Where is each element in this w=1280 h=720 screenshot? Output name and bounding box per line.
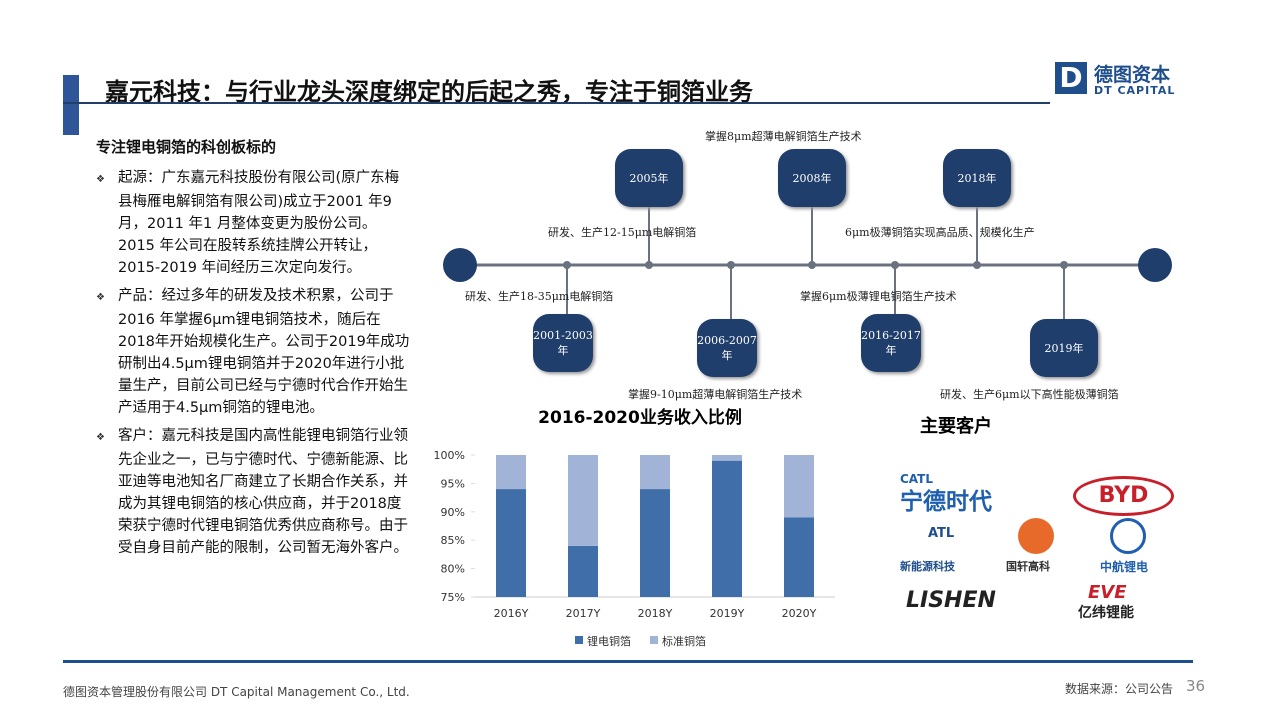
logo-mark: D	[1055, 62, 1087, 94]
y-tick-label: 75%	[441, 591, 465, 604]
timeline-node: 2008年	[778, 149, 846, 207]
footer-source: 数据来源：公司公告	[1065, 682, 1174, 696]
revenue-chart: 2016-2020业务收入比例 75% 80% 85% 90% 95% 100% 2016Y 2…	[434, 407, 835, 648]
logo-text: BYD	[1073, 476, 1174, 516]
page-number: 36	[1186, 677, 1206, 695]
bar-segment	[640, 489, 670, 597]
customers-title: 主要客户	[920, 416, 992, 437]
x-tick-label: 2017Y	[566, 607, 601, 620]
timeline-text: 6μm极薄铜箔实现高品质、规模化生产	[845, 226, 1035, 239]
timeline-node: 2018年	[943, 149, 1011, 207]
bar-segment	[496, 489, 526, 597]
y-tick-label: 95%	[441, 477, 465, 490]
logo-text: LISHEN	[906, 588, 996, 613]
timeline-text: 掌握8μm超薄电解铜箔生产技术	[705, 130, 862, 143]
logo-text: EVE	[1088, 582, 1127, 603]
logo-text: 中航锂电	[1100, 560, 1149, 574]
x-tick-label: 2020Y	[782, 607, 817, 620]
timeline-text: 掌握9-10μm超薄电解铜箔生产技术	[628, 388, 803, 401]
timeline-text: 研发、生产6μm以下高性能极薄铜箔	[940, 388, 1119, 401]
legend-swatch	[650, 636, 658, 644]
customer-logos: CATL 宁德时代 BYD ATL 新能源科技 国轩高科 中航锂电 LISHEN…	[888, 458, 1190, 623]
logo-text: 国轩高科	[1006, 560, 1050, 573]
logo-text: CATL	[900, 472, 933, 486]
logo-text: ATL	[928, 526, 955, 541]
logo-shape	[1110, 518, 1146, 554]
bar-segment	[784, 455, 814, 518]
bar-segment	[784, 517, 814, 597]
logo-text: 亿纬锂能	[1078, 605, 1134, 621]
bar-segment	[496, 455, 526, 490]
bullet: 起源：广东嘉元科技股份有限公司(原广东梅县梅雁电解铜箔有限公司)成立于2001 …	[96, 167, 412, 279]
legend-label: 标准铜箔	[662, 634, 706, 648]
bar-segment	[568, 545, 598, 597]
footer-rule	[63, 660, 1193, 663]
y-tick-label: 85%	[441, 534, 465, 547]
bar-segment	[640, 455, 670, 490]
timeline-node: 2006-2007年	[697, 319, 757, 377]
timeline-node: 2005年	[615, 149, 683, 207]
logo-text: 新能源科技	[900, 560, 955, 573]
footer-company: 德图资本管理股份有限公司 DT Capital Management Co., …	[63, 685, 410, 699]
y-tick-label: 100%	[434, 449, 465, 462]
timeline-text: 研发、生产18-35μm电解铜箔	[465, 290, 614, 303]
logo-cn: 德图资本	[1094, 64, 1171, 86]
bullet: 产品：经过多年的研发及技术积累，公司于2016 年掌握6μm锂电铜箔技术，随后在…	[96, 285, 412, 419]
slide-title: 嘉元科技：与行业龙头深度绑定的后起之秀，专注于铜箔业务	[105, 78, 753, 106]
title-rule	[63, 102, 1050, 104]
timeline-graphics	[443, 205, 1172, 320]
bullet: 客户：嘉元科技是国内高性能锂电铜箔行业领先企业之一，已与宁德时代、宁德新能源、比…	[96, 425, 412, 559]
timeline-node: 2019年	[1030, 319, 1098, 377]
timeline-text: 掌握6μm极薄锂电铜箔生产技术	[800, 290, 957, 303]
chart-title: 2016-2020业务收入比例	[538, 407, 742, 428]
legend-label: 锂电铜箔	[587, 634, 631, 648]
accent-bar	[63, 75, 79, 135]
timeline-node: 2001-2003年	[533, 314, 593, 372]
timeline-node: 2016-2017年	[861, 314, 921, 372]
left-bullets: 起源：广东嘉元科技股份有限公司(原广东梅县梅雁电解铜箔有限公司)成立于2001 …	[96, 167, 412, 565]
bar-segment	[712, 455, 742, 461]
bar-segment	[568, 455, 598, 546]
x-tick-label: 2018Y	[638, 607, 673, 620]
timeline-text: 研发、生产12-15μm电解铜箔	[548, 226, 697, 239]
x-tick-label: 2019Y	[710, 607, 745, 620]
x-tick-label: 2016Y	[494, 607, 529, 620]
y-tick-label: 80%	[441, 563, 465, 576]
logo-text: 宁德时代	[900, 489, 992, 515]
legend-swatch	[575, 636, 583, 644]
logo-en: DT CAPITAL	[1094, 84, 1176, 97]
logo-shape	[1018, 518, 1054, 554]
y-tick-label: 90%	[441, 506, 465, 519]
bar-segment	[712, 460, 742, 597]
left-heading: 专注锂电铜箔的科创板标的	[96, 138, 277, 156]
